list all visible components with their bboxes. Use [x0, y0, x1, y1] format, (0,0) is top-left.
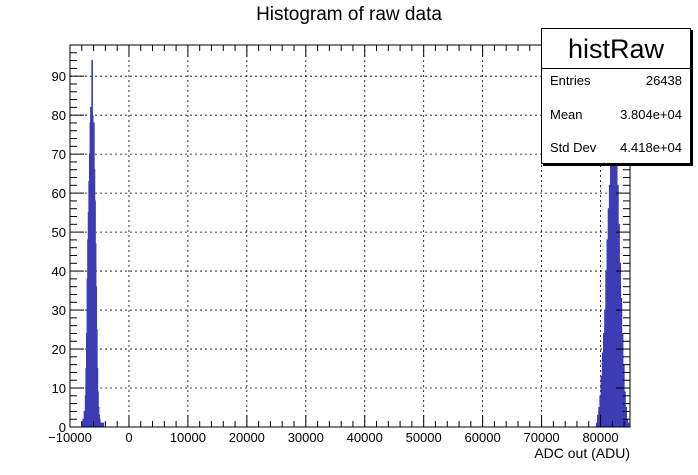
histogram-bin	[602, 332, 605, 428]
stats-key: Mean	[550, 107, 583, 122]
histogram-bin	[600, 375, 603, 428]
histogram-bin	[605, 270, 607, 428]
histogram-bin	[611, 130, 613, 428]
x-axis-ticks: −10000 0 10000 20000 30000 40000 50000 60000 700…	[48, 45, 625, 445]
histogram-bin	[100, 422, 102, 428]
stats-key: Std Dev	[550, 140, 597, 155]
stats-row-mean: Mean 3.804e+04	[550, 107, 682, 127]
x-tick-label: 10000	[170, 430, 206, 445]
x-tick-label: 80000	[582, 430, 618, 445]
histogram-bin	[617, 184, 619, 428]
y-tick-label: 80	[52, 108, 66, 123]
histogram-bin	[607, 208, 610, 428]
stats-box: histRaw Entries 26438 Mean 3.804e+04 Std…	[541, 28, 691, 164]
histogram-bin	[598, 407, 600, 428]
histogram-bin	[610, 153, 612, 428]
y-tick-label: 70	[52, 147, 66, 162]
x-tick-label: 50000	[406, 430, 442, 445]
stats-key: Entries	[550, 73, 591, 88]
x-tick-label: −10000	[48, 430, 92, 445]
y-tick-label: 50	[52, 225, 66, 240]
y-tick-label: 40	[52, 264, 66, 279]
stats-row-stddev: Std Dev 4.418e+04	[550, 140, 682, 160]
histogram-bin	[83, 410, 86, 428]
histogram-bin	[615, 145, 618, 428]
grid-lines	[70, 45, 630, 427]
y-tick-label: 60	[52, 186, 66, 201]
histogram-bin	[608, 184, 611, 428]
x-tick-label: 70000	[524, 430, 560, 445]
histogram-bin	[626, 418, 629, 428]
histogram-bin	[606, 239, 609, 428]
stats-row-entries: Entries 26438	[550, 73, 682, 93]
plot-frame	[69, 44, 631, 428]
histogram-bin	[82, 418, 85, 428]
histogram-bin	[624, 391, 626, 428]
histogram-bin	[595, 422, 598, 428]
stats-value: 4.418e+04	[620, 140, 682, 155]
y-tick-label: 10	[52, 381, 66, 396]
x-tick-label: 20000	[229, 430, 265, 445]
y-tick-label: 90	[52, 69, 66, 84]
histogram-bin	[102, 422, 105, 428]
y-tick-label: 20	[52, 342, 66, 357]
histogram-bin	[627, 422, 630, 428]
histogram-bin	[618, 223, 620, 428]
histogram-bin	[625, 407, 627, 428]
histogram-bin	[621, 332, 624, 428]
histogram-bin	[604, 309, 606, 428]
x-tick-label: 40000	[347, 430, 383, 445]
histogram-bin	[620, 297, 623, 428]
histogram-bin	[601, 352, 604, 428]
y-tick-label: 30	[52, 303, 66, 318]
x-tick-label: 0	[125, 430, 132, 445]
y-tick-label: 0	[59, 420, 66, 435]
x-tick-label: 30000	[288, 430, 324, 445]
stats-value: 3.804e+04	[620, 107, 682, 122]
histogram-bin	[597, 414, 599, 428]
histogram-bin	[101, 422, 103, 428]
stats-value: 26438	[645, 73, 682, 88]
histogram-bin	[619, 262, 622, 428]
chart-title: Histogram of raw data	[256, 4, 442, 25]
stats-box-name: histRaw	[542, 29, 690, 69]
x-tick-label: 60000	[465, 430, 501, 445]
x-axis-label: ADC out (ADU)	[534, 445, 630, 461]
